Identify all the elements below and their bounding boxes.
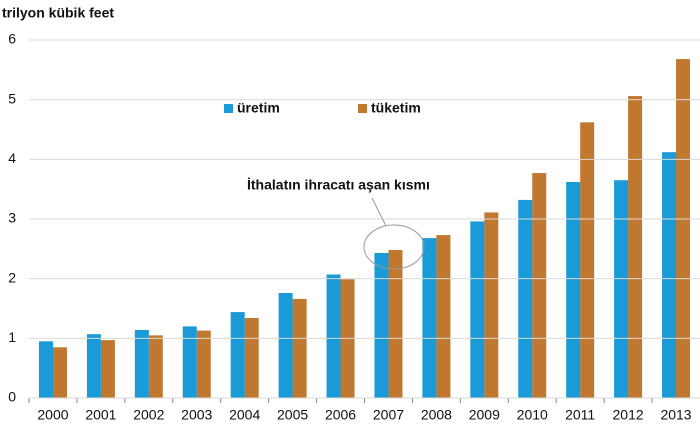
annotation: İthalatın ihracatı aşan kısmı: [247, 177, 430, 193]
x-tick-label: 2012: [613, 407, 644, 423]
bar: [86, 334, 101, 398]
bar: [374, 253, 389, 398]
x-tick-label: 2004: [229, 407, 260, 423]
x-tick-label: 2005: [277, 407, 308, 423]
y-tick-label: 6: [8, 31, 16, 47]
bar: [628, 96, 643, 398]
x-tick-label: 2009: [469, 407, 500, 423]
x-tick-label: 2008: [421, 407, 452, 423]
annotation-pointer: [371, 197, 387, 227]
bar: [230, 312, 245, 398]
bar: [566, 182, 581, 398]
bar: [244, 318, 259, 398]
x-tick-label: 2003: [181, 407, 212, 423]
x-tick-label: 2010: [517, 407, 548, 423]
bar: [292, 298, 307, 398]
x-tick-label: 2006: [325, 407, 356, 423]
y-tick-label: 4: [8, 150, 16, 166]
bar: [388, 250, 403, 398]
bar: [422, 238, 437, 398]
legend-swatch: [224, 104, 233, 113]
legend-swatch: [358, 104, 367, 113]
bar: [100, 340, 115, 398]
bar: [676, 59, 691, 399]
x-tick-label: 2002: [133, 407, 164, 423]
bar: [134, 329, 149, 398]
bar: [326, 274, 341, 398]
y-tick-label: 1: [8, 329, 16, 345]
x-tick-label: 2011: [565, 407, 595, 423]
bar: [436, 235, 451, 398]
legend-label: tüketim: [371, 100, 421, 116]
y-tick-label: 5: [8, 90, 16, 106]
bar: [662, 152, 677, 398]
bar: [470, 221, 485, 398]
bar: [52, 347, 67, 398]
bar: [614, 180, 629, 398]
legend-label: üretim: [237, 100, 280, 116]
bar: [148, 335, 163, 398]
x-tick-label: 2001: [85, 407, 116, 423]
y-tick-label: 0: [8, 389, 16, 405]
bar: [38, 341, 53, 398]
x-tick-label: 2000: [37, 407, 68, 423]
bar: [196, 330, 211, 398]
bar: [484, 212, 499, 398]
y-tick-label: 3: [8, 210, 16, 226]
bar: [278, 292, 293, 398]
y-tick-label: 2: [8, 269, 16, 285]
bar: [518, 199, 533, 398]
bar: [532, 173, 547, 398]
bar: [182, 326, 197, 398]
x-tick-label: 2013: [660, 407, 691, 423]
x-tick-label: 2007: [373, 407, 404, 423]
y-axis-label: trilyon kübik feet: [2, 5, 114, 21]
annotation-ellipse: [363, 224, 425, 270]
bar: [580, 122, 595, 398]
